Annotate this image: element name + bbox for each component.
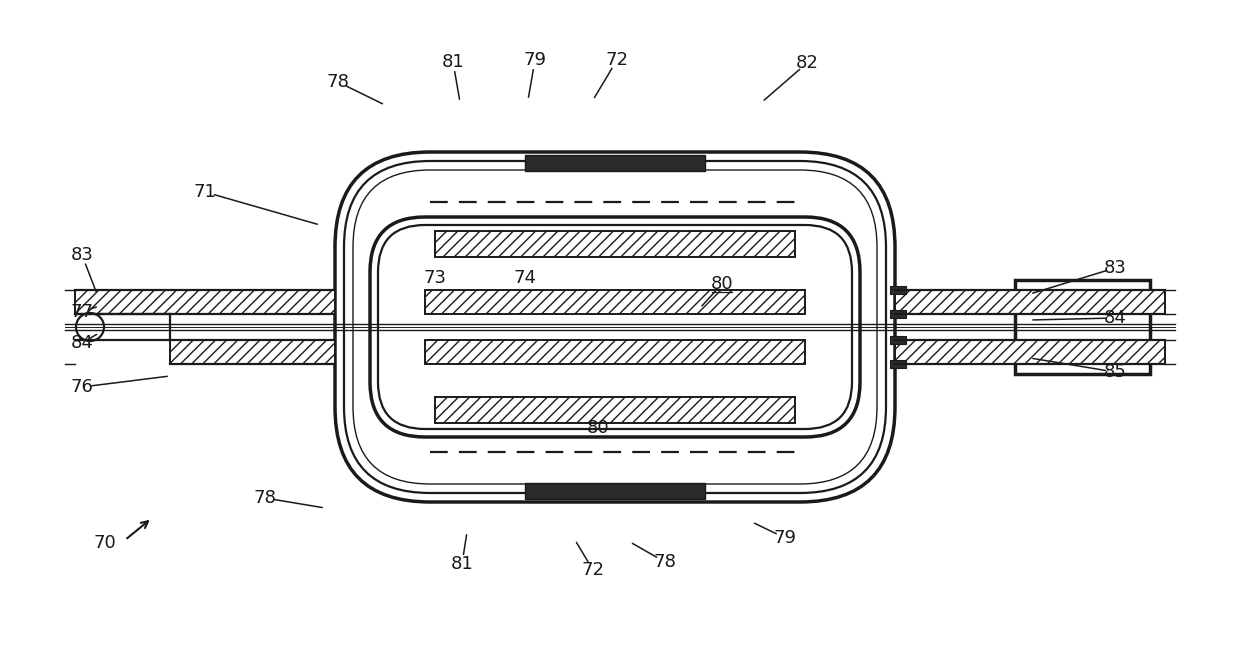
Text: 84: 84: [71, 334, 93, 352]
Bar: [525, 483, 706, 499]
Bar: [1021, 290, 1145, 314]
Bar: [1021, 340, 1145, 364]
Text: 80: 80: [711, 275, 733, 293]
Bar: [435, 231, 795, 257]
FancyBboxPatch shape: [370, 217, 861, 437]
Text: 85: 85: [1104, 363, 1126, 381]
Text: 80: 80: [587, 419, 609, 437]
Bar: [435, 397, 795, 423]
Text: 79: 79: [774, 529, 796, 547]
Text: 70: 70: [94, 534, 117, 552]
Text: 79: 79: [523, 51, 547, 69]
Text: 84: 84: [1104, 309, 1126, 327]
Text: 83: 83: [71, 246, 93, 264]
Bar: [890, 360, 906, 368]
Bar: [170, 340, 335, 364]
FancyBboxPatch shape: [353, 170, 877, 484]
Text: 71: 71: [193, 183, 217, 201]
FancyBboxPatch shape: [335, 152, 895, 502]
Text: 78: 78: [326, 73, 350, 91]
FancyBboxPatch shape: [378, 225, 852, 429]
Text: 81: 81: [441, 53, 464, 71]
Text: 81: 81: [450, 555, 474, 573]
Text: 78: 78: [653, 553, 677, 571]
Bar: [895, 340, 1166, 364]
Bar: [890, 286, 906, 294]
Text: 72: 72: [582, 561, 605, 579]
Bar: [890, 336, 906, 344]
Text: 73: 73: [424, 269, 446, 287]
Text: 72: 72: [605, 51, 629, 69]
Bar: [425, 340, 805, 364]
Text: 74: 74: [513, 269, 537, 287]
Bar: [890, 310, 906, 318]
Bar: [525, 155, 706, 171]
Text: 78: 78: [253, 489, 277, 507]
Text: 77: 77: [71, 303, 93, 321]
Bar: [425, 290, 805, 314]
FancyBboxPatch shape: [343, 161, 887, 493]
Bar: [1016, 280, 1149, 374]
Bar: [895, 290, 1166, 314]
Text: 83: 83: [1104, 259, 1126, 277]
Bar: [74, 290, 335, 314]
Text: 76: 76: [71, 378, 93, 396]
Text: 82: 82: [796, 54, 818, 72]
